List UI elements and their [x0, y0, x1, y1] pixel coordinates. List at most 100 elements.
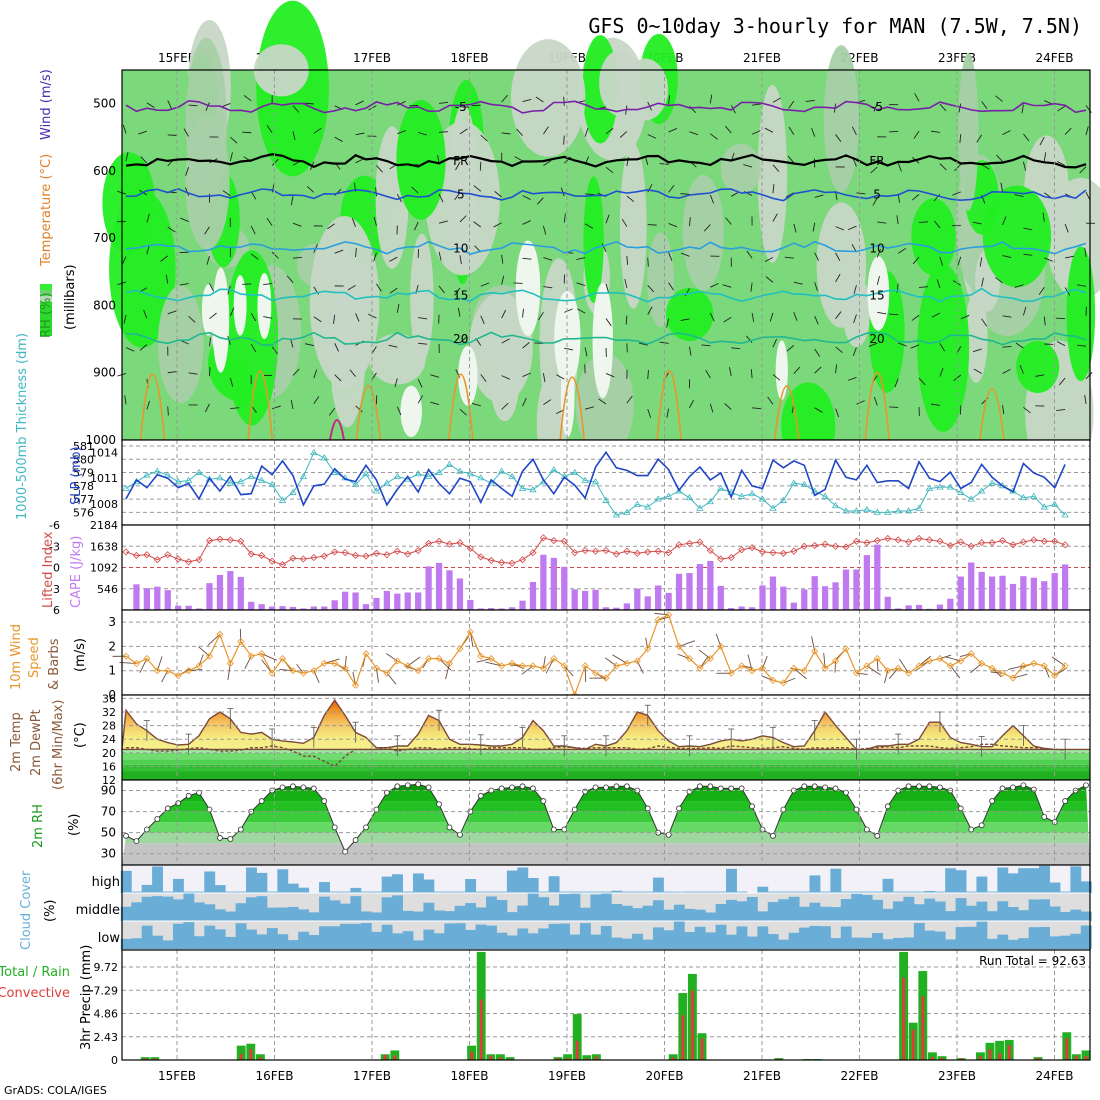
wind-barb	[668, 128, 678, 133]
wind-barb	[911, 194, 920, 201]
cloud-bar	[579, 923, 591, 949]
cloud-bar	[757, 926, 769, 949]
wind-barb	[952, 191, 961, 196]
wind10m-point	[320, 659, 328, 667]
rh2m-point	[436, 801, 442, 808]
precip-convective-bar	[258, 1057, 262, 1060]
thickness-point	[550, 466, 558, 473]
wind-barb	[394, 378, 398, 388]
wind10m-barb	[960, 653, 972, 657]
cape-bars	[133, 544, 1069, 610]
wind-barb	[165, 274, 169, 284]
wind10m-point	[414, 667, 422, 675]
lifted-index-ylabel: Lifted Index	[41, 531, 56, 608]
rh-band	[122, 832, 1090, 844]
cloud-bar	[1080, 911, 1092, 921]
wind-barb	[605, 127, 614, 135]
li-point	[185, 558, 193, 566]
top-date-label: 17FEB	[353, 51, 391, 65]
wind-barb	[1023, 253, 1033, 256]
cloud-bar	[1070, 933, 1082, 949]
wind-barb	[786, 345, 795, 352]
cloud-bar	[1007, 873, 1019, 893]
cape-bar	[540, 554, 547, 610]
precip-total-bar	[582, 1055, 592, 1060]
thickness-point	[581, 476, 589, 483]
cape-bar	[655, 585, 662, 610]
wind10m-barb	[438, 658, 452, 671]
cloud-bar	[1028, 927, 1040, 949]
wind10m-barb	[1051, 656, 1066, 667]
wind-barb	[292, 131, 296, 141]
wind-barb	[731, 347, 741, 350]
cloud-bar	[444, 923, 456, 949]
cape-tick: 546	[97, 583, 118, 596]
li-point	[665, 549, 673, 557]
pressure-tick: 700	[93, 231, 116, 245]
thickness-point	[518, 484, 527, 491]
precip-ticks: 0 2.43 4.86 7.29 9.72	[94, 961, 119, 1067]
wind-barb	[543, 399, 552, 405]
precip-convective-bar	[690, 990, 694, 1060]
cloud-bar	[152, 896, 164, 921]
wind-barb	[471, 403, 481, 407]
rh-dry-region	[560, 357, 575, 438]
contour-label: 10	[869, 241, 884, 255]
rh2m-point	[1083, 782, 1089, 789]
cloud-bar	[486, 925, 497, 949]
wind-barb	[939, 103, 947, 112]
rh2m-point	[916, 783, 922, 790]
cape-bar	[446, 570, 453, 610]
wind-barb	[376, 165, 383, 173]
wind-barb	[242, 131, 252, 134]
cloud-bar	[1007, 907, 1019, 921]
li-point	[550, 537, 558, 545]
wind-barb	[542, 225, 547, 235]
thickness-point	[205, 475, 214, 482]
thickness-point	[237, 478, 245, 485]
cape-bar	[811, 576, 818, 610]
wind-barb	[918, 377, 926, 386]
wind-barb	[764, 257, 774, 263]
wind10m-point	[717, 642, 725, 650]
cape-bar	[915, 604, 923, 610]
cloud-bar	[913, 904, 925, 921]
li-point	[842, 543, 850, 551]
wind-barb	[501, 275, 505, 285]
cape-bar	[456, 578, 464, 610]
wind-barb	[411, 186, 419, 194]
cloud-bar	[705, 912, 717, 921]
li-point	[852, 537, 861, 545]
cloud-bar	[1059, 911, 1071, 921]
wind-barb	[222, 190, 231, 197]
precip-convective-bar	[1084, 1056, 1088, 1060]
cloud-bar	[715, 904, 727, 921]
thickness-point	[299, 472, 308, 479]
thickness-point	[320, 454, 328, 461]
wind-barb	[501, 402, 509, 410]
cape-bar	[592, 589, 599, 610]
wind-barb	[772, 164, 780, 172]
cloud-bar	[392, 895, 404, 921]
li-point	[790, 547, 798, 555]
lifted-index-line	[122, 534, 1069, 569]
cloud-bar	[736, 891, 748, 893]
cloud-bar	[412, 911, 424, 921]
wind10m-point	[258, 650, 266, 658]
wind-barb	[723, 316, 732, 323]
precip-total-bar	[495, 1054, 505, 1060]
cloud-bar	[433, 910, 445, 921]
cloud-bar	[465, 879, 477, 893]
cape-bar	[331, 600, 338, 610]
cloud-bar	[193, 891, 205, 893]
rh2m-point	[175, 800, 182, 807]
cloud-bar	[778, 899, 790, 921]
bottom-date-label: 22FEB	[841, 1069, 879, 1083]
cape-bar	[675, 573, 683, 610]
wind-barb	[522, 99, 532, 102]
wind10m-point	[550, 655, 558, 663]
wind-barb	[605, 214, 610, 224]
wind10m-point	[289, 667, 297, 675]
cape-bar	[947, 598, 954, 610]
